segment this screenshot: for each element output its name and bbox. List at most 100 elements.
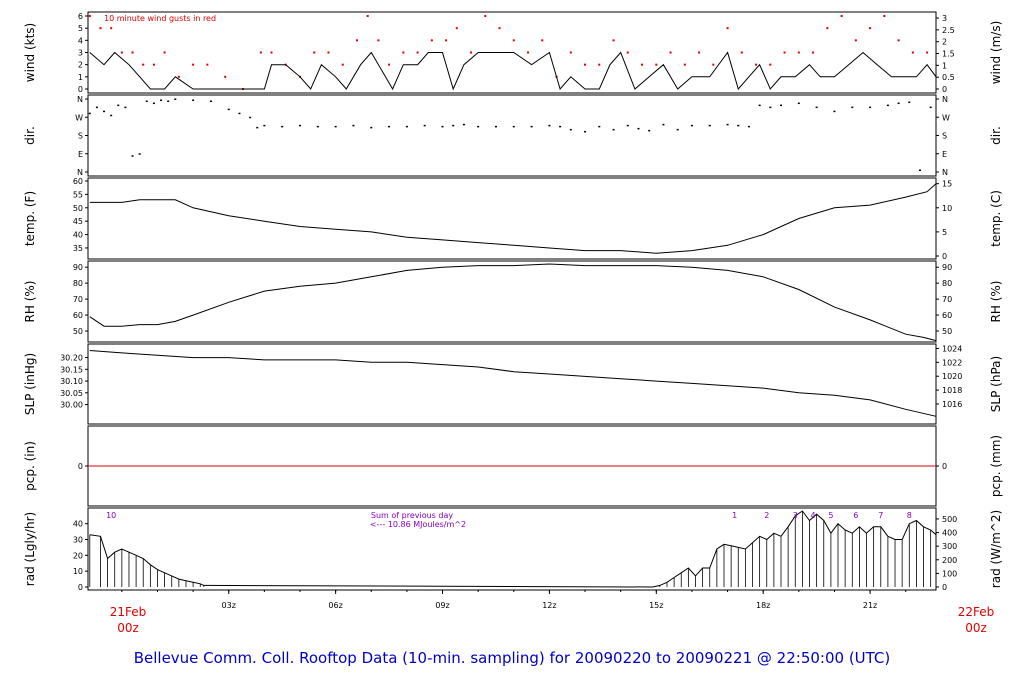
y-tick-label: 1024 (942, 344, 962, 353)
y-tick-label: 30 (73, 536, 83, 545)
dir-point (124, 106, 127, 109)
dir-point (160, 99, 163, 102)
dir-point (316, 125, 319, 128)
ylabel-right: rad (W/m^2) (989, 510, 1003, 588)
ylabel-left: SLP (inHg) (23, 353, 37, 415)
x-tick-label: 12z (542, 601, 556, 610)
dir-point (726, 123, 729, 126)
dir-point (648, 129, 651, 132)
gust-point (270, 51, 273, 54)
y-tick-label: 55 (73, 190, 83, 199)
y-tick-label: 45 (73, 217, 83, 226)
panel-wind: wind (kts) wind (m/s) 0 1 2 3 4 5 6 0 0.5 1 1.5 2 2.5 3… (23, 11, 1003, 94)
y-tick-label: 4 (78, 36, 83, 45)
ylabel-left: dir. (23, 126, 37, 145)
dir-point (95, 106, 98, 109)
gust-note: 10 minute wind gusts in red (104, 14, 216, 23)
gust-point (641, 63, 644, 66)
y-tick-label: N (942, 95, 948, 104)
rad-sum-title: Sum of previous day (371, 511, 453, 520)
dir-point (780, 104, 783, 107)
x-axis: 03z 06z 09z 12z 15z 18z 21z 21Feb 00z 22Feb 00z (110, 590, 995, 635)
rad-hour-label: 8 (907, 511, 912, 520)
dir-point (769, 106, 772, 109)
y-tick-label: 2.5 (942, 26, 955, 35)
dir-point (708, 124, 711, 127)
y-tick-label: 0 (78, 583, 83, 592)
dir-point (637, 127, 640, 130)
gust-point (377, 39, 380, 42)
y-tick-label: N (942, 168, 948, 177)
dir-point (662, 123, 665, 126)
x-tick-label: 21z (863, 601, 877, 610)
gust-point (869, 27, 872, 30)
y-tick-label: 0 (78, 462, 83, 471)
dir-point (612, 128, 615, 131)
y-tick-label: 1018 (942, 386, 962, 395)
y-tick-label: S (78, 132, 83, 141)
y-tick-label: 2 (78, 61, 83, 70)
dir-point (512, 125, 515, 128)
ylabel-right: wind (m/s) (989, 21, 1003, 85)
gust-point (402, 51, 405, 54)
gust-point (683, 63, 686, 66)
panel-frame (87, 260, 937, 343)
gust-point (120, 51, 123, 54)
gust-point (498, 27, 501, 30)
dir-point (530, 125, 533, 128)
y-tick-label: 1020 (942, 372, 962, 381)
panels-layer: wind (kts) wind (m/s)012345600.511.522.53… (23, 11, 1003, 592)
dir-point (423, 124, 426, 127)
gust-point (142, 63, 145, 66)
panel-frame (87, 94, 937, 177)
rad-hour-label: 10 (106, 511, 116, 520)
ylabel-left: temp. (F) (23, 191, 37, 246)
dir-point (462, 123, 465, 126)
ylabel-right: temp. (C) (989, 190, 1003, 247)
dir-point (869, 106, 872, 109)
y-tick-label: 300 (942, 542, 957, 551)
end-day-label: 22Feb (958, 605, 995, 619)
gust-point (356, 39, 359, 42)
gust-point (726, 27, 729, 30)
gust-point (812, 51, 815, 54)
gust-point (131, 51, 134, 54)
wind-line (89, 51, 937, 91)
rad-hour-label: 5 (828, 511, 833, 520)
rad-sum-value: <--- 10.86 MJoules/m^2 (370, 520, 466, 529)
gust-point (259, 51, 262, 54)
dir-point (352, 124, 355, 127)
panel-rh: RH (%) RH (%) 50 60 70 80 90 50 60 70 80 90 (23, 260, 1003, 343)
ylabel-right: RH (%) (989, 281, 1003, 323)
y-tick-label: 60 (73, 177, 83, 186)
dir-point (103, 110, 106, 113)
dir-point (815, 106, 818, 109)
dir-point (174, 98, 177, 100)
dir-point (152, 102, 155, 105)
x-tick-label: 15z (649, 601, 663, 610)
gust-point (655, 63, 658, 66)
rad-hour-label: 2 (764, 511, 769, 520)
dir-point (281, 125, 284, 128)
dir-point (238, 112, 241, 115)
gust-point (512, 39, 515, 42)
y-tick-label: 35 (73, 244, 83, 253)
dir-point (737, 124, 740, 127)
gust-point (926, 51, 929, 54)
ylabel-right: dir. (989, 126, 1003, 145)
y-tick-label: 400 (942, 529, 957, 538)
dir-point (758, 104, 761, 107)
gust-point (541, 39, 544, 42)
dir-point (747, 125, 750, 128)
dir-point (690, 124, 693, 127)
x-tick-label: 18z (756, 601, 770, 610)
y-tick-label: 500 (942, 515, 957, 524)
y-tick-label: 10 (942, 204, 952, 213)
gust-point (177, 75, 180, 78)
gust-point (470, 51, 473, 54)
y-tick-label: 15 (942, 180, 952, 189)
dir-point (851, 106, 854, 109)
y-tick-label: 90 (942, 263, 952, 272)
gust-point (366, 15, 369, 17)
y-tick-label: 30.00 (60, 401, 83, 410)
